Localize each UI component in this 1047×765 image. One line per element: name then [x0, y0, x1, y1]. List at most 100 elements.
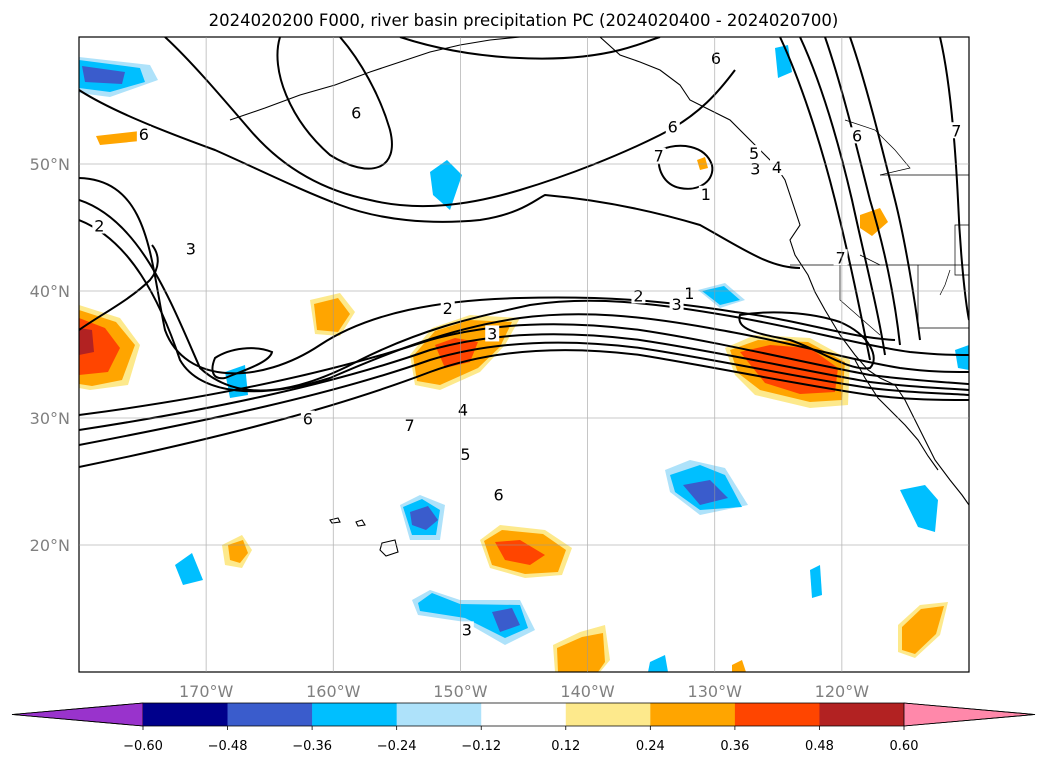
- contour-label: 6: [139, 125, 149, 144]
- negative-region: [492, 608, 520, 632]
- contour-label: 5: [749, 144, 759, 163]
- contour-label-bg: [136, 126, 151, 143]
- lon-tick-label: 150°W: [433, 682, 488, 701]
- colorbar-tick-label: 0.60: [890, 739, 919, 754]
- lat-tick-label: 30°N: [30, 409, 70, 428]
- contour-label-bg: [770, 159, 785, 176]
- positive-region: [740, 345, 838, 394]
- latitude-labels: 50°N 40°N 30°N 20°N: [30, 155, 70, 555]
- positive-region: [902, 606, 944, 654]
- colorbar-tick-label: −0.12: [461, 739, 501, 754]
- colorbar-extend-min: [11, 702, 144, 727]
- contour-label: 3: [487, 324, 497, 343]
- colorbar-segment: [312, 703, 397, 726]
- contour-label: 3: [750, 159, 760, 178]
- negative-region: [82, 66, 125, 84]
- positive-region: [314, 298, 350, 332]
- contour-line: [79, 341, 969, 446]
- colorbar-segment: [734, 703, 820, 726]
- contour-label-bg: [833, 249, 848, 266]
- contour-label-bg: [455, 401, 470, 418]
- colorbar-segment: [650, 703, 736, 726]
- contour-line: [799, 37, 886, 356]
- contour-label-bg: [747, 145, 762, 162]
- contour-label: 7: [835, 248, 845, 267]
- contour-line: [657, 144, 714, 190]
- baja-coastline: [854, 359, 939, 471]
- colorbar-segment: [481, 703, 567, 726]
- contour-label-bg: [651, 147, 666, 164]
- contour-label: 6: [852, 126, 862, 145]
- positive-region: [860, 208, 888, 236]
- contour-label: 1: [701, 185, 711, 204]
- contour-label: 2: [443, 299, 453, 318]
- contour-label: 7: [654, 147, 664, 166]
- contour-line: [79, 323, 969, 416]
- graticule-lines: [79, 37, 969, 672]
- contour-label: 3: [462, 620, 472, 639]
- positive-region: [732, 660, 746, 672]
- negative-region: [430, 160, 462, 210]
- contour-label: 6: [303, 410, 313, 429]
- lat-tick-label: 50°N: [30, 155, 70, 174]
- colorbar-segment: [396, 703, 482, 726]
- alaska-coastline: [229, 37, 521, 121]
- western-us-interior-borders: [844, 119, 951, 296]
- contour-label: 3: [186, 239, 196, 258]
- colorbar-segment: [227, 703, 313, 726]
- hawaii-islands: [329, 517, 399, 557]
- colorbar-segment: [565, 703, 651, 726]
- contour-label: 7: [404, 416, 414, 435]
- contour-label-bg: [850, 127, 865, 144]
- lon-tick-label: 120°W: [815, 682, 870, 701]
- colorbar-tick-label: −0.36: [292, 739, 332, 754]
- contour-label-bg: [300, 410, 315, 427]
- colorbar-extend-max: [903, 702, 1036, 727]
- positive-region: [79, 328, 94, 355]
- contour-label-bg: [682, 284, 697, 301]
- contour-line: [738, 311, 875, 370]
- contour-label-bg: [349, 104, 364, 121]
- contour-line: [164, 37, 736, 208]
- contour-label: 4: [772, 158, 782, 177]
- contour-label: 2: [94, 217, 104, 236]
- contour-line: [79, 349, 969, 468]
- colorbar-segment: [819, 703, 905, 726]
- contour-label-bg: [183, 240, 198, 257]
- colorbar-segment: [143, 703, 228, 726]
- lat-tick-label: 20°N: [30, 536, 70, 555]
- contour-label-bg: [698, 185, 713, 202]
- positive-region: [495, 540, 545, 565]
- negative-region: [955, 345, 969, 370]
- contour-label: 7: [951, 121, 961, 140]
- contour-label: 6: [493, 486, 503, 505]
- negative-region: [810, 565, 822, 598]
- contour-line: [79, 199, 969, 392]
- contour-line: [79, 177, 896, 375]
- negative-region: [775, 45, 792, 78]
- contour-label-bg: [458, 446, 473, 463]
- lat-tick-label: 40°N: [30, 282, 70, 301]
- colorbar-tick-label: −0.60: [123, 739, 163, 754]
- contour-line: [79, 89, 801, 269]
- contour-label-bg: [949, 122, 964, 139]
- contour-label-bg: [485, 325, 500, 342]
- contour-label-bg: [440, 300, 455, 317]
- negative-region: [683, 480, 728, 505]
- contour-label-bg: [92, 217, 107, 234]
- contour-line: [399, 37, 661, 60]
- colorbar-tick-label: 0.36: [720, 739, 749, 754]
- contour-label-bg: [459, 621, 474, 638]
- contour-label-bg: [665, 118, 680, 135]
- contour-line: [211, 347, 274, 380]
- coastlines: [229, 37, 969, 557]
- colorbar-tick-label: 0.24: [636, 739, 665, 754]
- chart-title: 2024020200 F000, river basin precipitati…: [209, 11, 839, 30]
- north-america-coastline: [599, 37, 969, 506]
- positive-region: [96, 131, 150, 145]
- contour-label: 2: [633, 286, 643, 305]
- lon-tick-label: 160°W: [306, 682, 361, 701]
- longitude-labels: 170°W 160°W 150°W 140°W 130°W 120°W: [179, 682, 869, 701]
- contour-label: 3: [671, 295, 681, 314]
